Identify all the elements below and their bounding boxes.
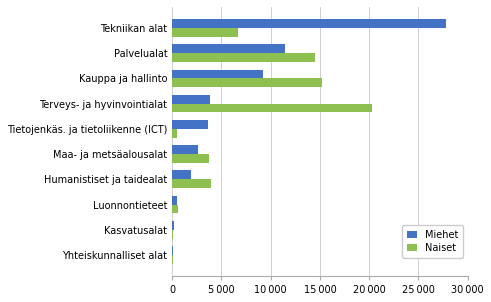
Bar [172, 246, 173, 255]
Bar [172, 145, 198, 154]
Bar [172, 230, 173, 239]
Bar [172, 70, 263, 79]
Bar [172, 120, 208, 129]
Bar [172, 95, 210, 104]
Bar [172, 44, 285, 53]
Legend: Miehet, Naiset: Miehet, Naiset [402, 225, 463, 258]
Bar [172, 129, 177, 138]
Bar [172, 104, 372, 112]
Bar [172, 53, 315, 62]
Bar [172, 204, 178, 213]
Bar [172, 154, 209, 163]
Bar [172, 19, 446, 28]
Bar [172, 196, 177, 204]
Bar [172, 28, 238, 37]
Bar [172, 179, 211, 188]
Bar [172, 221, 174, 230]
Bar [172, 171, 191, 179]
Bar [172, 255, 173, 264]
Bar [172, 79, 322, 87]
